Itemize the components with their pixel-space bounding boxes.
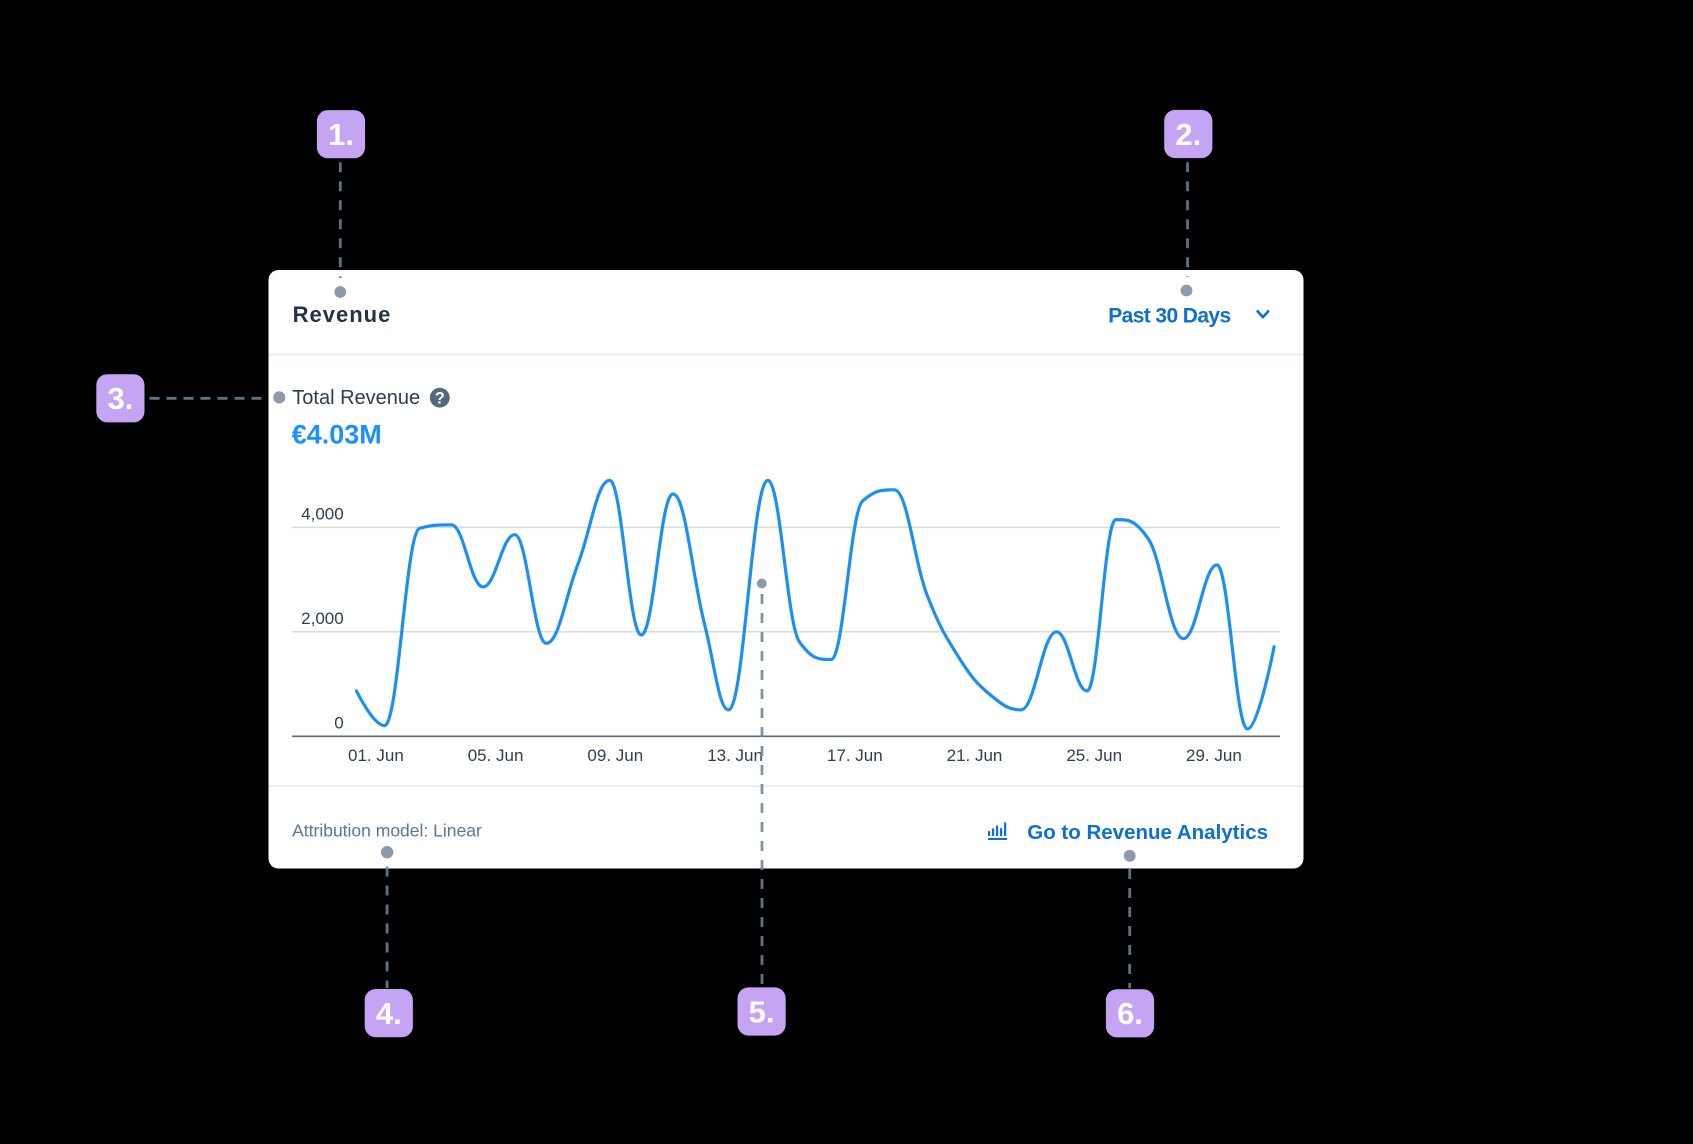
svg-text:17. Jun: 17. Jun — [827, 746, 883, 765]
svg-text:Total Revenue: Total Revenue — [292, 387, 420, 409]
svg-text:2,000: 2,000 — [301, 609, 344, 628]
svg-text:Attribution model: Linear: Attribution model: Linear — [292, 821, 482, 841]
svg-text:Past 30 Days: Past 30 Days — [1108, 304, 1230, 327]
svg-text:29. Jun: 29. Jun — [1186, 746, 1242, 765]
svg-text:13. Jun: 13. Jun — [707, 746, 763, 765]
svg-text:3.: 3. — [107, 381, 133, 416]
svg-text:Revenue: Revenue — [293, 302, 392, 327]
svg-text:?: ? — [435, 389, 445, 407]
svg-text:€4.03M: €4.03M — [292, 419, 382, 449]
svg-text:4.: 4. — [376, 996, 402, 1031]
svg-text:1.: 1. — [328, 117, 354, 152]
svg-text:21. Jun: 21. Jun — [947, 746, 1003, 765]
svg-text:5.: 5. — [749, 994, 775, 1029]
svg-text:6.: 6. — [1117, 996, 1143, 1031]
svg-text:05. Jun: 05. Jun — [468, 746, 524, 765]
svg-text:0: 0 — [334, 713, 343, 732]
svg-text:Go to Revenue Analytics: Go to Revenue Analytics — [1027, 821, 1268, 844]
svg-text:01. Jun: 01. Jun — [348, 746, 404, 765]
svg-text:09. Jun: 09. Jun — [587, 746, 643, 765]
svg-text:4,000: 4,000 — [301, 504, 344, 523]
svg-text:25. Jun: 25. Jun — [1066, 746, 1122, 765]
svg-text:2.: 2. — [1175, 117, 1201, 152]
